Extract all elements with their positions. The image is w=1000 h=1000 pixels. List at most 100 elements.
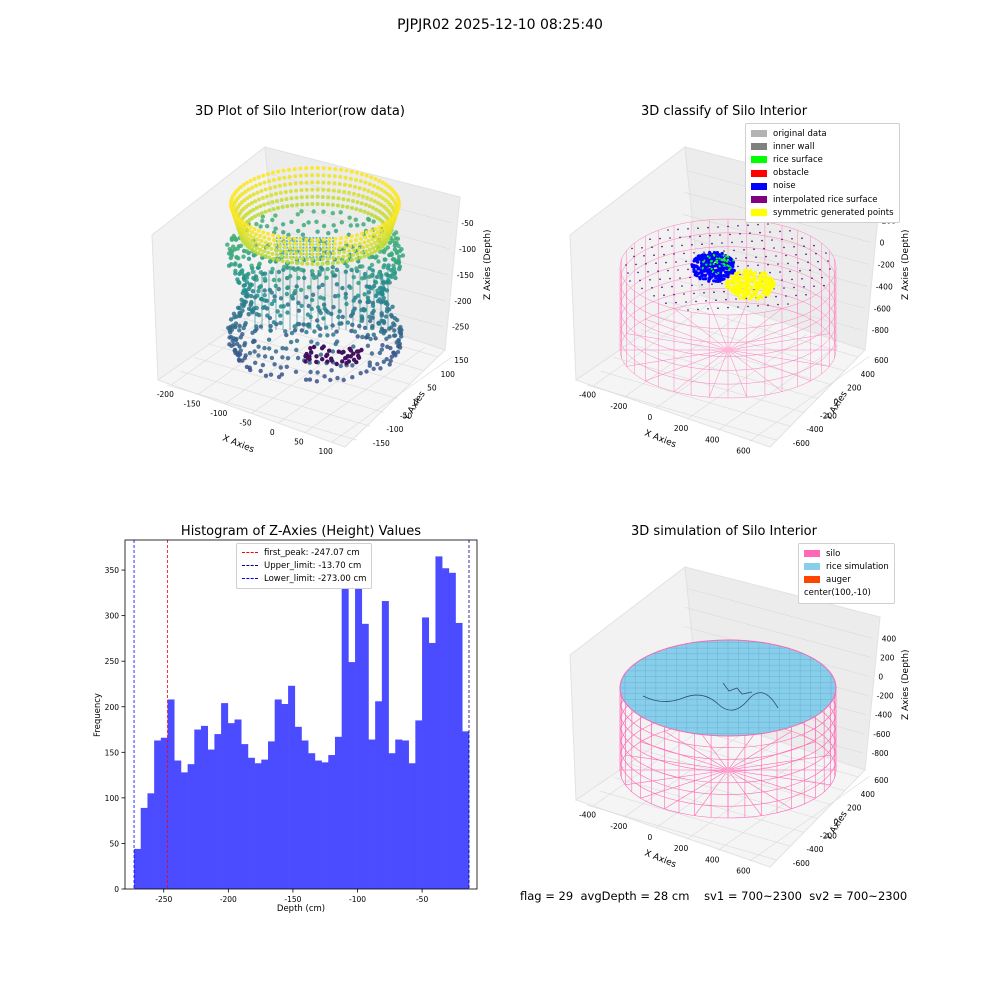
interpolated-point: [819, 268, 821, 271]
raw-point: [344, 168, 349, 173]
interpolated-point: [801, 278, 803, 280]
interpolated-point: [715, 299, 717, 301]
interpolated-point: [755, 256, 757, 258]
raw-point: [359, 201, 364, 206]
raw-point: [298, 166, 303, 171]
noise-point: [715, 251, 719, 255]
symmetric-point: [725, 285, 729, 289]
raw-point: [397, 266, 402, 272]
raw-point: [344, 235, 349, 240]
raw-point: [387, 218, 392, 223]
raw-point: [325, 240, 328, 243]
raw-point: [330, 265, 335, 270]
raw-point: [229, 262, 234, 267]
histogram-bar: [180, 772, 188, 889]
raw-point: [282, 240, 287, 245]
raw-point: [290, 260, 295, 265]
noise-point: [725, 271, 729, 275]
raw-point: [327, 348, 332, 353]
raw-point: [253, 360, 258, 365]
rice-surface-point: [717, 271, 720, 275]
symmetric-point: [752, 293, 756, 297]
noise-point: [720, 251, 724, 256]
sim-z-tick: -400: [875, 711, 892, 720]
raw-point: [243, 299, 248, 305]
raw-point: [242, 341, 248, 346]
legend-item: auger: [804, 573, 889, 586]
symmetric-point: [739, 290, 743, 295]
histogram-bar: [348, 662, 356, 889]
silo-floor-line: [626, 333, 729, 351]
raw-point: [318, 256, 321, 259]
interpolated-point: [719, 234, 721, 236]
raw-point: [377, 233, 382, 238]
raw-point: [332, 240, 335, 243]
raw-point: [379, 347, 384, 352]
raw-point: [254, 205, 259, 210]
legend-label: rice simulation: [826, 561, 889, 572]
interpolated-point: [749, 232, 751, 234]
legend-label: rice surface: [773, 154, 823, 165]
raw-y-tick: 50: [427, 384, 437, 393]
raw-point: [375, 361, 380, 367]
interpolated-point: [801, 237, 803, 239]
histogram-bar: [334, 736, 342, 889]
raw-point: [260, 362, 266, 368]
raw-point: [371, 366, 376, 371]
raw-point: [335, 260, 340, 265]
silo-floor-line: [640, 741, 729, 771]
legend-label: interpolated rice surface: [773, 194, 878, 205]
raw-point: [315, 187, 320, 192]
raw-point: [336, 255, 341, 260]
raw-point: [336, 196, 341, 201]
interpolated-point: [691, 244, 693, 246]
interpolated-point: [771, 239, 773, 241]
raw-point: [244, 204, 249, 209]
raw-z-tick: -200: [454, 297, 471, 306]
raw-point: [372, 199, 377, 204]
histogram-bar: [408, 763, 416, 889]
raw-point: [298, 287, 304, 293]
interpolated-point: [825, 252, 827, 254]
histogram-bar: [201, 725, 209, 889]
raw-point: [256, 175, 261, 180]
interpolated-point: [769, 231, 771, 233]
raw-point: [351, 253, 355, 257]
raw-point: [246, 228, 251, 233]
interpolated-point: [667, 229, 669, 231]
raw-point: [321, 242, 326, 247]
raw-point: [325, 243, 328, 246]
rice-surface-point: [723, 258, 726, 261]
raw-point: [315, 166, 320, 170]
raw-point: [278, 249, 283, 254]
interpolated-point: [637, 271, 639, 274]
raw-point: [389, 354, 394, 359]
symmetric-point: [742, 268, 747, 273]
raw-point: [318, 295, 323, 300]
raw-point: [341, 254, 346, 259]
raw-point: [233, 321, 239, 326]
raw-point: [372, 183, 376, 188]
noise-point: [703, 277, 708, 281]
histogram-bar: [160, 737, 168, 889]
symmetric-point: [754, 281, 758, 285]
raw-point: [258, 368, 263, 374]
raw-point: [295, 355, 301, 361]
interpolated-point: [707, 267, 709, 269]
raw-y-tick: 0: [414, 398, 419, 407]
noise-point: [731, 264, 735, 268]
interpolated-point: [745, 257, 747, 259]
raw-point: [261, 230, 266, 235]
raw-point: [397, 254, 402, 259]
raw-point: [298, 267, 304, 272]
raw-point: [373, 227, 378, 231]
raw-point: [273, 349, 279, 354]
raw-point: [299, 328, 305, 333]
raw-point: [352, 248, 356, 253]
noise-point: [727, 261, 731, 265]
raw-point: [264, 224, 270, 229]
raw-point: [337, 309, 342, 314]
raw-point: [359, 250, 364, 255]
raw-point: [359, 314, 365, 319]
legend-swatch: [751, 156, 767, 164]
